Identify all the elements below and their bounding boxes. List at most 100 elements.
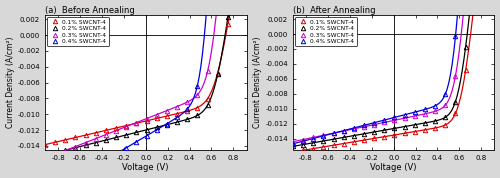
0.3% SWCNT-4	[154, 114, 160, 116]
0.1% SWCNT-4	[154, 117, 160, 119]
0.4% SWCNT-4	[382, 119, 388, 121]
0.2% SWCNT-4	[402, 125, 407, 128]
0.1% SWCNT-4	[225, 23, 231, 25]
0.1% SWCNT-4	[204, 98, 210, 100]
0.2% SWCNT-4	[310, 142, 316, 144]
0.2% SWCNT-4	[184, 118, 190, 121]
0.4% SWCNT-4	[452, 35, 458, 37]
0.1% SWCNT-4	[134, 122, 140, 124]
0.4% SWCNT-4	[351, 127, 357, 129]
0.1% SWCNT-4	[124, 125, 130, 127]
0.2% SWCNT-4	[144, 129, 150, 131]
0.2% SWCNT-4	[225, 16, 231, 18]
0.2% SWCNT-4	[290, 145, 296, 147]
0.3% SWCNT-4	[402, 117, 407, 119]
0.3% SWCNT-4	[452, 75, 458, 77]
0.2% SWCNT-4	[52, 152, 58, 154]
0.2% SWCNT-4	[330, 138, 336, 140]
0.3% SWCNT-4	[351, 128, 357, 130]
0.1% SWCNT-4	[412, 130, 418, 133]
0.1% SWCNT-4	[452, 112, 458, 114]
X-axis label: Voltage (V): Voltage (V)	[122, 163, 169, 172]
0.3% SWCNT-4	[42, 158, 48, 160]
0.4% SWCNT-4	[154, 129, 160, 131]
0.3% SWCNT-4	[214, 0, 220, 2]
0.3% SWCNT-4	[144, 117, 150, 120]
0.1% SWCNT-4	[164, 115, 170, 117]
0.2% SWCNT-4	[340, 136, 346, 138]
0.2% SWCNT-4	[124, 134, 130, 136]
0.1% SWCNT-4	[42, 144, 48, 146]
0.3% SWCNT-4	[320, 134, 326, 136]
0.3% SWCNT-4	[103, 134, 109, 136]
0.4% SWCNT-4	[194, 85, 200, 87]
0.3% SWCNT-4	[392, 119, 398, 121]
0.4% SWCNT-4	[442, 93, 448, 95]
0.2% SWCNT-4	[382, 129, 388, 131]
0.4% SWCNT-4	[422, 108, 428, 111]
Line: 0.3% SWCNT-4: 0.3% SWCNT-4	[290, 0, 488, 144]
0.4% SWCNT-4	[320, 135, 326, 137]
0.3% SWCNT-4	[82, 142, 88, 144]
0.2% SWCNT-4	[42, 154, 48, 156]
0.1% SWCNT-4	[194, 106, 200, 109]
0.4% SWCNT-4	[184, 108, 190, 110]
0.4% SWCNT-4	[174, 116, 180, 119]
0.4% SWCNT-4	[290, 143, 296, 145]
0.1% SWCNT-4	[422, 129, 428, 131]
0.4% SWCNT-4	[340, 130, 346, 132]
0.4% SWCNT-4	[103, 159, 109, 161]
0.2% SWCNT-4	[62, 149, 68, 151]
0.3% SWCNT-4	[382, 121, 388, 124]
0.1% SWCNT-4	[310, 148, 316, 150]
0.1% SWCNT-4	[300, 149, 306, 151]
0.4% SWCNT-4	[93, 165, 99, 167]
0.4% SWCNT-4	[330, 132, 336, 134]
0.1% SWCNT-4	[442, 124, 448, 126]
0.2% SWCNT-4	[204, 104, 210, 106]
0.1% SWCNT-4	[113, 127, 119, 129]
0.2% SWCNT-4	[82, 144, 88, 146]
0.3% SWCNT-4	[52, 153, 58, 156]
Text: (b)  After Annealing: (b) After Annealing	[293, 6, 376, 15]
Line: 0.1% SWCNT-4: 0.1% SWCNT-4	[42, 0, 240, 147]
Line: 0.4% SWCNT-4: 0.4% SWCNT-4	[290, 0, 488, 146]
0.2% SWCNT-4	[154, 126, 160, 128]
0.4% SWCNT-4	[113, 153, 119, 155]
0.2% SWCNT-4	[134, 131, 140, 134]
0.1% SWCNT-4	[320, 146, 326, 148]
0.3% SWCNT-4	[174, 105, 180, 108]
0.2% SWCNT-4	[214, 73, 220, 75]
0.3% SWCNT-4	[194, 94, 200, 96]
0.4% SWCNT-4	[164, 123, 170, 125]
Y-axis label: Current Density (A/cm²): Current Density (A/cm²)	[6, 37, 15, 128]
0.3% SWCNT-4	[340, 130, 346, 132]
0.2% SWCNT-4	[361, 133, 367, 135]
Legend: 0.1% SWCNT-4, 0.2% SWCNT-4, 0.3% SWCNT-4, 0.4% SWCNT-4: 0.1% SWCNT-4, 0.2% SWCNT-4, 0.3% SWCNT-4…	[46, 17, 109, 46]
0.2% SWCNT-4	[371, 131, 377, 133]
Line: 0.4% SWCNT-4: 0.4% SWCNT-4	[42, 0, 240, 178]
0.1% SWCNT-4	[351, 141, 357, 143]
0.2% SWCNT-4	[320, 140, 326, 142]
0.2% SWCNT-4	[113, 136, 119, 138]
0.2% SWCNT-4	[432, 120, 438, 122]
0.3% SWCNT-4	[93, 137, 99, 140]
0.4% SWCNT-4	[82, 171, 88, 173]
0.1% SWCNT-4	[62, 139, 68, 141]
0.4% SWCNT-4	[144, 135, 150, 137]
0.3% SWCNT-4	[290, 141, 296, 143]
0.3% SWCNT-4	[72, 145, 78, 148]
0.4% SWCNT-4	[361, 124, 367, 126]
0.3% SWCNT-4	[124, 125, 130, 128]
Line: 0.2% SWCNT-4: 0.2% SWCNT-4	[290, 0, 488, 149]
0.3% SWCNT-4	[422, 113, 428, 115]
0.1% SWCNT-4	[330, 144, 336, 146]
0.3% SWCNT-4	[204, 70, 210, 72]
0.3% SWCNT-4	[113, 130, 119, 132]
Y-axis label: Current Density (A/cm²): Current Density (A/cm²)	[254, 37, 262, 128]
0.3% SWCNT-4	[442, 104, 448, 106]
0.1% SWCNT-4	[72, 136, 78, 138]
0.3% SWCNT-4	[300, 138, 306, 141]
0.4% SWCNT-4	[300, 140, 306, 142]
X-axis label: Voltage (V): Voltage (V)	[370, 163, 417, 172]
